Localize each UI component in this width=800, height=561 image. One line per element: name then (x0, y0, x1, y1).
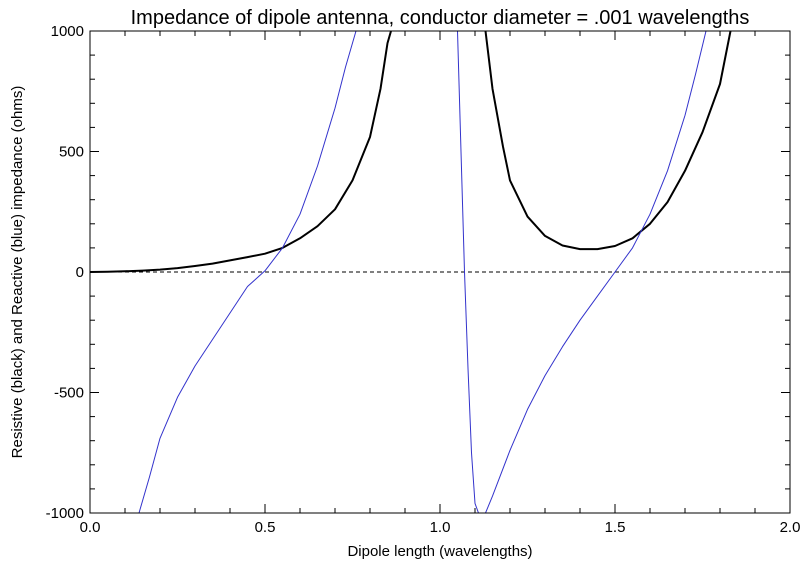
chart-title: Impedance of dipole antenna, conductor d… (131, 7, 750, 29)
series-0-segment-1 (484, 31, 732, 251)
y-tick-label: -500 (54, 385, 84, 402)
x-axis-label: Dipole length (wavelengths) (347, 543, 532, 560)
x-tick-label: 1.5 (605, 519, 626, 536)
y-tick-label: 0 (76, 264, 84, 281)
y-tick-label: -1000 (46, 505, 84, 522)
x-tick-label: 2.0 (780, 519, 800, 536)
series-1-segment-2 (485, 31, 707, 513)
plot-area: 0.0 0.5 1.0 1.5 2.0 -1000 -500 0 500 1000 (46, 23, 800, 536)
series-1-segment-1 (457, 31, 479, 513)
series-1-segment-0 (138, 31, 357, 513)
y-tick-label: 500 (59, 144, 84, 161)
x-tick-label: 0.0 (80, 519, 101, 536)
y-axis-label: Resistive (black) and Reactive (blue) im… (9, 86, 26, 459)
x-tick-label: 0.5 (255, 519, 276, 536)
x-tick-label: 1.0 (430, 519, 451, 536)
y-tick-label: 1000 (51, 23, 84, 40)
series-0-segment-0 (90, 31, 392, 273)
